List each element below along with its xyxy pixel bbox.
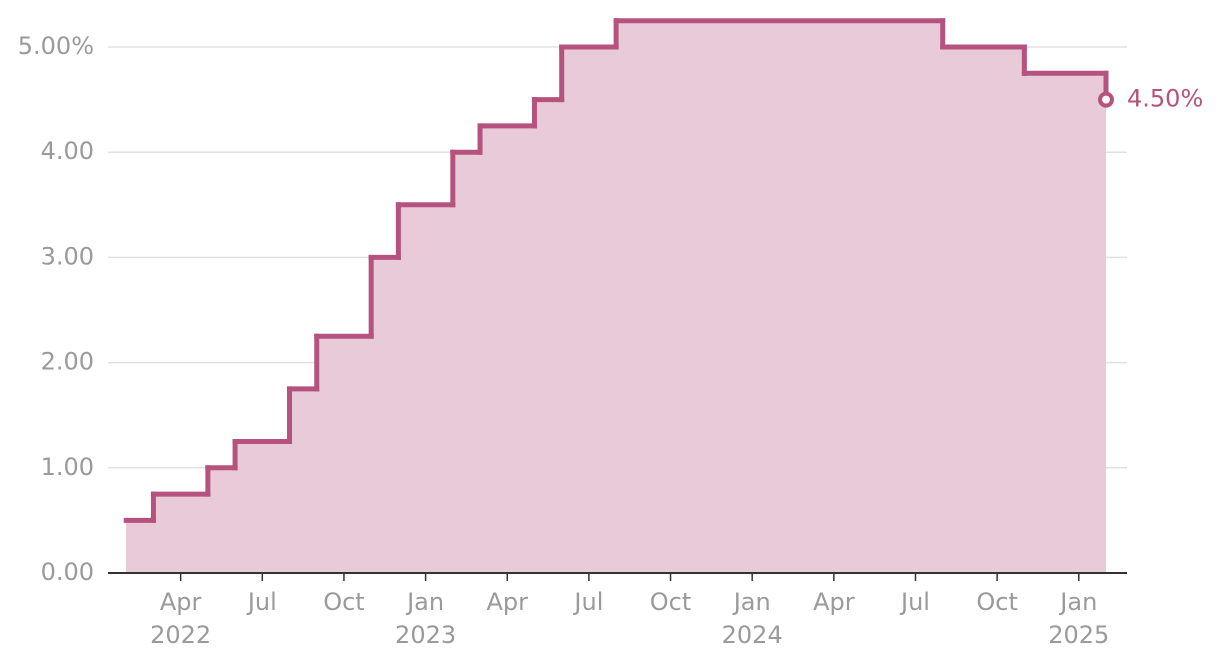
x-year-label: 2022 [150,621,211,649]
y-tick-label: 2.00 [41,348,94,376]
x-year-label: 2023 [395,621,456,649]
x-tick-label: Apr [160,588,202,616]
area-segment [1024,73,1106,574]
area-segment [153,494,208,573]
end-point [1098,91,1114,108]
value-label: 4.50% [1127,85,1203,113]
x-tick-label: Oct [976,588,1018,616]
area-segment [371,257,399,573]
area-segment [235,441,290,573]
x-tick-label: Oct [650,588,692,616]
x-year-label: 2025 [1048,621,1109,649]
y-tick-label: 1.00 [41,453,94,481]
area-segment [480,125,535,574]
x-tick-label: Jan [405,588,444,616]
y-tick-label: 5.00% [18,32,94,60]
area-segment [316,336,372,573]
area-segment [534,99,562,573]
x-year-label: 2024 [722,621,783,649]
x-tick-label: Jul [899,588,930,616]
area-segment [452,152,481,573]
x-tick-label: Jul [246,588,277,616]
x-tick-label: Apr [813,588,855,616]
area-segment [561,47,617,573]
y-tick-label: 0.00 [41,558,94,586]
area-segment [207,467,236,573]
area-segment [289,388,317,573]
x-tick-label: Apr [486,588,528,616]
x-tick-label: Jan [732,588,771,616]
area-segment [398,204,453,574]
y-tick-label: 4.00 [41,137,94,165]
area-segment [126,520,154,573]
x-tick-label: Oct [323,588,365,616]
x-tick-label: Jul [572,588,603,616]
x-tick-label: Jan [1058,588,1097,616]
area-segment [942,47,1025,573]
y-tick-label: 3.00 [41,242,94,270]
area-segment [616,20,943,573]
